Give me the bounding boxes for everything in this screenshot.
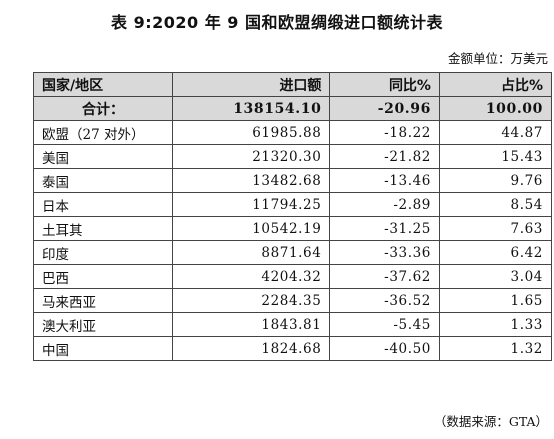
- import-cell: 1843.81: [172, 312, 331, 337]
- total-share: 100.00: [438, 96, 553, 121]
- header-import: 进口额: [172, 72, 331, 97]
- header-yoy: 同比%: [329, 72, 440, 97]
- table-row: 欧盟（27 对外） 61985.88 -18.22 44.87: [32, 120, 553, 145]
- table-title: 表 9:2020 年 9 国和欧盟绸缎进口额统计表: [111, 13, 443, 32]
- import-cell: 2284.35: [172, 288, 331, 313]
- share-cell: 1.32: [438, 336, 553, 361]
- unit-note: 金额单位：万美元: [447, 51, 548, 66]
- share-cell: 8.54: [438, 192, 553, 217]
- share-cell: 7.63: [438, 216, 553, 241]
- country-cell: 澳大利亚: [32, 312, 174, 337]
- import-cell: 1824.68: [172, 336, 331, 361]
- share-cell: 1.33: [438, 312, 553, 337]
- share-cell: 15.43: [438, 144, 553, 169]
- table-row: 澳大利亚 1843.81 -5.45 1.33: [32, 312, 553, 337]
- country-cell: 中国: [32, 336, 174, 361]
- yoy-cell: -2.89: [329, 192, 440, 217]
- share-cell: 6.42: [438, 240, 553, 265]
- yoy-cell: -21.82: [329, 144, 440, 169]
- yoy-cell: -31.25: [329, 216, 440, 241]
- import-cell: 4204.32: [172, 264, 331, 289]
- table-row: 中国 1824.68 -40.50 1.32: [32, 336, 553, 361]
- yoy-cell: -33.36: [329, 240, 440, 265]
- table-row: 土耳其 10542.19 -31.25 7.63: [32, 216, 553, 241]
- import-cell: 10542.19: [172, 216, 331, 241]
- source-note: （数据来源：GTA）: [433, 414, 548, 429]
- table-row: 美国 21320.30 -21.82 15.43: [32, 144, 553, 169]
- import-cell: 21320.30: [172, 144, 331, 169]
- country-cell: 印度: [32, 240, 174, 265]
- import-cell: 13482.68: [172, 168, 331, 193]
- total-import: 138154.10: [172, 96, 331, 121]
- table-row: 印度 8871.64 -33.36 6.42: [32, 240, 553, 265]
- yoy-cell: -40.50: [329, 336, 440, 361]
- country-cell: 土耳其: [32, 216, 174, 241]
- country-cell: 欧盟（27 对外）: [32, 120, 174, 145]
- share-cell: 9.76: [438, 168, 553, 193]
- share-cell: 1.65: [438, 288, 553, 313]
- total-yoy: -20.96: [329, 96, 440, 121]
- import-cell: 61985.88: [172, 120, 331, 145]
- yoy-cell: -13.46: [329, 168, 440, 193]
- share-cell: 3.04: [438, 264, 553, 289]
- table-row: 泰国 13482.68 -13.46 9.76: [32, 168, 553, 193]
- yoy-cell: -5.45: [329, 312, 440, 337]
- total-row: 合计： 138154.10 -20.96 100.00: [32, 96, 553, 121]
- yoy-cell: -37.62: [329, 264, 440, 289]
- country-cell: 巴西: [32, 264, 174, 289]
- country-cell: 美国: [32, 144, 174, 169]
- country-cell: 马来西亚: [32, 288, 174, 313]
- table-row: 马来西亚 2284.35 -36.52 1.65: [32, 288, 553, 313]
- header-share: 占比%: [438, 72, 553, 97]
- yoy-cell: -18.22: [329, 120, 440, 145]
- country-cell: 日本: [32, 192, 174, 217]
- table-row: 巴西 4204.32 -37.62 3.04: [32, 264, 553, 289]
- table-row: 日本 11794.25 -2.89 8.54: [32, 192, 553, 217]
- share-cell: 44.87: [438, 120, 553, 145]
- import-cell: 11794.25: [172, 192, 331, 217]
- yoy-cell: -36.52: [329, 288, 440, 313]
- header-row: 国家/地区 进口额 同比% 占比%: [32, 72, 553, 97]
- total-label: 合计：: [32, 96, 174, 121]
- header-country: 国家/地区: [32, 72, 174, 97]
- import-cell: 8871.64: [172, 240, 331, 265]
- import-table: 国家/地区 进口额 同比% 占比% 合计： 138154.10 -20.96 1…: [32, 72, 553, 361]
- country-cell: 泰国: [32, 168, 174, 193]
